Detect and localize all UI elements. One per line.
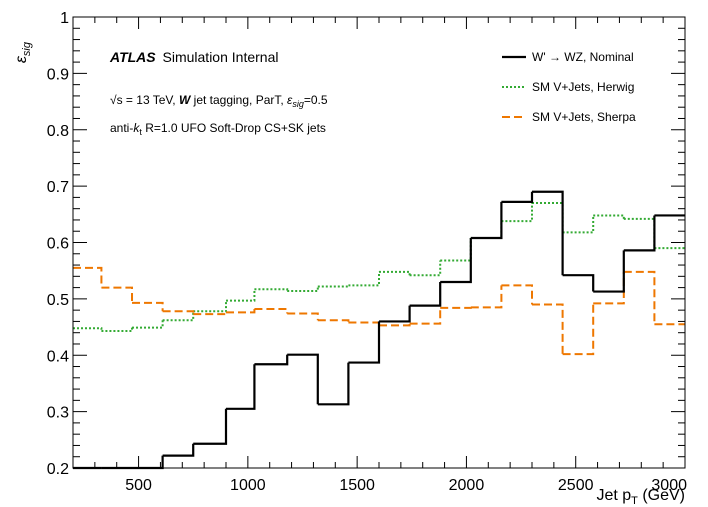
series-3-bin-19 xyxy=(623,270,656,325)
legend-label-2: SM V+Jets, Herwig xyxy=(532,80,634,94)
x-tick-label-500: 500 xyxy=(125,477,152,494)
y-axis-title-symbol: ε xyxy=(13,55,30,63)
y-tick-label-0.8: 0.8 xyxy=(47,123,69,140)
atlas-suffix: Simulation Internal xyxy=(163,49,279,65)
w-symbol: W xyxy=(179,93,192,107)
series-3-bin-13 xyxy=(440,306,472,309)
series-2-bin-8 xyxy=(287,286,319,292)
annotation-line-3: anti-kt R=1.0 UFO Soft-Drop CS+SK jets xyxy=(110,121,326,137)
series-1-bin-13 xyxy=(440,237,472,284)
series-1-bin-17 xyxy=(562,274,595,292)
series-2-bin-17 xyxy=(562,215,595,234)
series-3-bin-1 xyxy=(73,266,103,288)
series-3-bin-12 xyxy=(409,307,442,325)
series-2-bin-12 xyxy=(409,260,442,277)
x-tick-label-1500: 1500 xyxy=(339,477,375,494)
y-tick-label-0.4: 0.4 xyxy=(47,348,69,365)
series-1-bin-19 xyxy=(623,215,656,252)
x-tick-label-2500: 2500 xyxy=(558,477,594,494)
x-axis-title-main: Jet p xyxy=(596,487,631,504)
x-tick-label-1000: 1000 xyxy=(230,477,266,494)
series-3-bin-6 xyxy=(226,309,256,314)
series-2-bin-4 xyxy=(162,311,195,322)
series-1-bin-7 xyxy=(254,354,289,366)
series-2-bin-11 xyxy=(379,270,411,276)
atlas-label: ATLAS Simulation Internal xyxy=(109,49,278,65)
y-tick-label-0.6: 0.6 xyxy=(47,236,69,253)
series-2-bin-18 xyxy=(593,214,625,219)
series-1-bin-9 xyxy=(317,362,350,406)
series-2-bin-2 xyxy=(101,327,134,333)
ticks-layer: 500 1000 1500 2000 2500 3000 0.2 0.3 0.4 0.5 0.6 0.… xyxy=(47,10,687,494)
y-tick-label-0.7: 0.7 xyxy=(47,179,69,196)
series-3-bin-3 xyxy=(132,301,164,312)
y-tick-label-0.2: 0.2 xyxy=(47,461,69,478)
annotation-line-2: √s = 13 TeV, W jet tagging, ParT, εsig=0… xyxy=(110,93,328,109)
y-tick-label-0.9: 0.9 xyxy=(47,66,69,83)
series-3-bin-2 xyxy=(101,286,134,303)
series-3-bin-15 xyxy=(501,284,533,305)
legend-label-3: SM V+Jets, Sherpa xyxy=(532,110,636,124)
sqrt-s: √s xyxy=(110,93,123,107)
series-1-bin-11 xyxy=(379,305,411,323)
series-1-bin-4 xyxy=(162,443,195,457)
series-1-bin-5 xyxy=(193,408,228,445)
series-1-bin-12 xyxy=(409,281,442,307)
y-tick-label-1: 1 xyxy=(60,10,69,27)
x-axis-title-unit: (GeV) xyxy=(638,487,685,504)
series-3-bin-4 xyxy=(162,310,195,315)
legend: W' → WZ, Nominal SM V+Jets, Herwig SM V+Je… xyxy=(502,50,636,124)
series-3-bin-14 xyxy=(470,285,503,309)
series-1-bin-15 xyxy=(501,191,534,204)
x-tick-label-2000: 2000 xyxy=(449,477,485,494)
y-axis-title: εsig xyxy=(13,41,33,63)
y-axis-title-sub: sig xyxy=(21,41,33,56)
atlas-word: ATLAS xyxy=(109,49,156,65)
series-3-bin-8 xyxy=(287,312,319,321)
legend-label-1: W' → WZ, Nominal xyxy=(532,50,634,64)
series-1-bin-14 xyxy=(470,201,503,240)
x-tick-label-3000: 3000 xyxy=(651,477,687,494)
series-layer xyxy=(73,190,685,470)
series-2-bin-6 xyxy=(226,289,256,302)
series-3-bin-17 xyxy=(562,303,595,356)
series-3-bin-9 xyxy=(317,319,350,323)
eps-symbol: ε xyxy=(287,93,293,107)
k-symbol: k xyxy=(133,121,140,135)
x-axis-title: Jet pT (GeV) xyxy=(596,487,685,507)
series-1-bin-6 xyxy=(226,364,256,410)
series-1-bin-18 xyxy=(593,250,625,293)
series-3-bin-16 xyxy=(532,303,564,355)
series-1-bin-8 xyxy=(287,353,319,405)
y-tick-label-0.5: 0.5 xyxy=(47,292,69,309)
series-2-bin-1 xyxy=(73,327,103,332)
x-axis-title-sub: T xyxy=(631,495,638,507)
series-1-bin-10 xyxy=(348,321,381,364)
y-tick-label-0.3: 0.3 xyxy=(47,405,69,422)
series-1-bin-16 xyxy=(532,190,564,276)
series-2-bin-5 xyxy=(193,300,227,313)
